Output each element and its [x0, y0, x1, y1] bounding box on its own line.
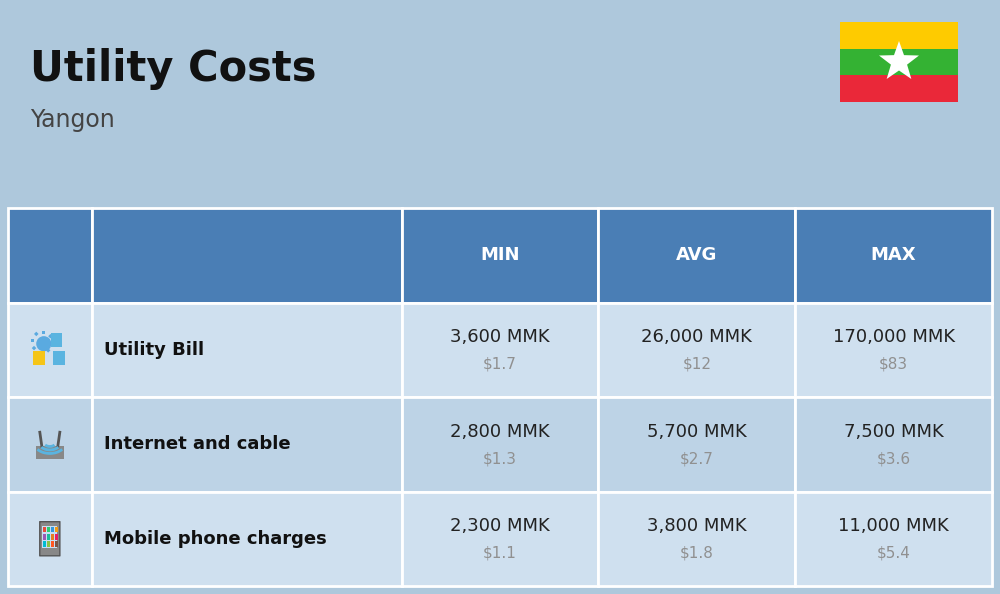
Bar — [840, 75, 958, 102]
Bar — [55, 541, 58, 546]
Circle shape — [36, 336, 51, 351]
Text: 3,600 MMK: 3,600 MMK — [450, 328, 550, 346]
Bar — [598, 491, 795, 586]
Bar — [51, 342, 54, 345]
Text: 5,700 MMK: 5,700 MMK — [647, 423, 747, 441]
Text: $1.7: $1.7 — [483, 356, 517, 371]
Bar — [840, 49, 958, 75]
FancyBboxPatch shape — [40, 522, 60, 556]
Text: $1.8: $1.8 — [680, 545, 714, 561]
Bar — [92, 397, 402, 491]
Bar — [92, 208, 402, 302]
Bar — [795, 397, 992, 491]
Text: $1.3: $1.3 — [483, 451, 517, 466]
Bar — [55, 534, 58, 539]
Text: $83: $83 — [879, 356, 908, 371]
Bar — [92, 302, 402, 397]
Bar — [31, 339, 34, 342]
Bar — [598, 302, 795, 397]
Text: 26,000 MMK: 26,000 MMK — [641, 328, 752, 346]
Text: 170,000 MMK: 170,000 MMK — [833, 328, 955, 346]
Bar — [402, 302, 598, 397]
Bar — [598, 397, 795, 491]
Bar — [39, 350, 42, 354]
Bar — [48, 334, 53, 339]
Bar — [840, 22, 958, 49]
Text: Utility Bill: Utility Bill — [104, 341, 204, 359]
Bar — [47, 527, 50, 532]
Bar — [42, 526, 57, 548]
Bar — [34, 331, 39, 336]
Text: 11,000 MMK: 11,000 MMK — [838, 517, 949, 535]
Bar — [47, 541, 50, 546]
Text: MIN: MIN — [480, 247, 520, 264]
Text: 3,800 MMK: 3,800 MMK — [647, 517, 747, 535]
Text: 2,800 MMK: 2,800 MMK — [450, 423, 550, 441]
Bar — [47, 534, 50, 539]
Text: $3.6: $3.6 — [877, 451, 911, 466]
Bar — [402, 208, 598, 302]
Bar — [8, 302, 92, 397]
Bar — [43, 534, 46, 539]
Bar — [32, 346, 36, 350]
Text: Yangon: Yangon — [30, 108, 115, 132]
Text: $2.7: $2.7 — [680, 451, 714, 466]
Bar — [51, 534, 54, 539]
Bar — [51, 541, 54, 546]
Bar — [402, 491, 598, 586]
Bar — [8, 491, 92, 586]
Polygon shape — [879, 41, 919, 79]
Bar — [8, 397, 92, 491]
Bar — [55, 527, 58, 532]
Text: $1.1: $1.1 — [483, 545, 517, 561]
Bar — [92, 491, 402, 586]
Bar — [795, 208, 992, 302]
Bar — [42, 330, 45, 334]
Bar — [53, 350, 65, 365]
Bar — [33, 350, 45, 365]
Text: Utility Costs: Utility Costs — [30, 48, 316, 90]
Bar — [43, 527, 46, 532]
Text: AVG: AVG — [676, 247, 717, 264]
Text: $12: $12 — [682, 356, 711, 371]
Bar — [402, 397, 598, 491]
Bar — [51, 333, 62, 347]
Text: $5.4: $5.4 — [877, 545, 911, 561]
Text: 2,300 MMK: 2,300 MMK — [450, 517, 550, 535]
Bar — [795, 302, 992, 397]
Text: 7,500 MMK: 7,500 MMK — [844, 423, 943, 441]
Bar — [43, 541, 46, 546]
Bar — [8, 208, 92, 302]
Text: Internet and cable: Internet and cable — [104, 435, 290, 453]
Bar — [795, 491, 992, 586]
Bar — [36, 446, 64, 459]
Text: MAX: MAX — [871, 247, 916, 264]
Bar — [46, 348, 50, 353]
Bar — [598, 208, 795, 302]
Bar — [51, 527, 54, 532]
Text: Mobile phone charges: Mobile phone charges — [104, 530, 326, 548]
